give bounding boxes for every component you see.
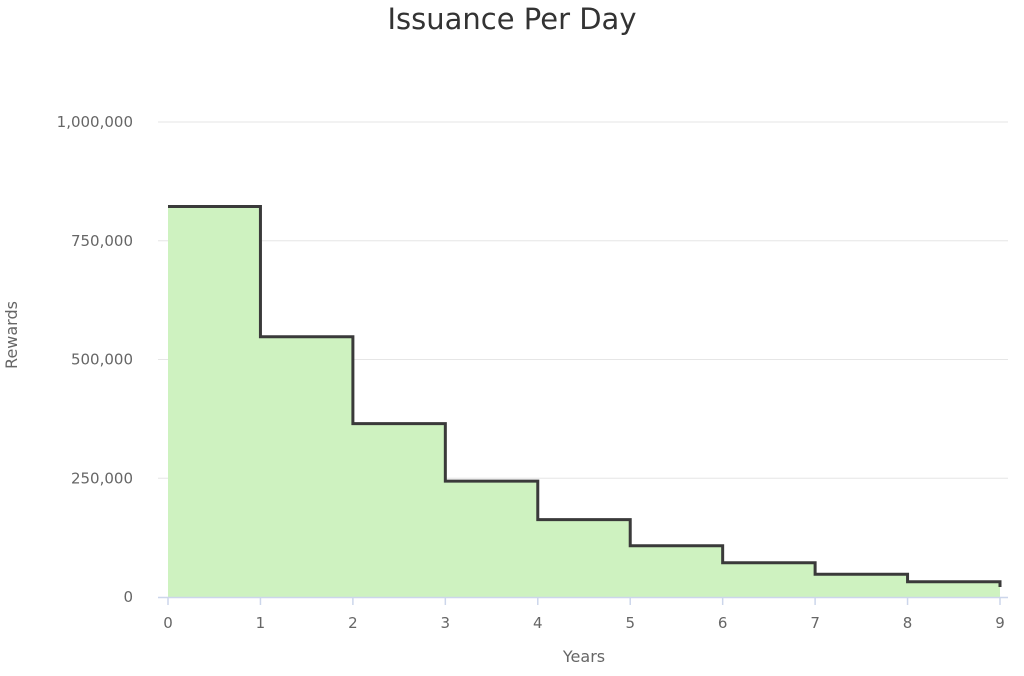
chart-title: Issuance Per Day bbox=[387, 2, 637, 36]
x-tick-label: 9 bbox=[995, 614, 1005, 632]
x-tick-label: 6 bbox=[718, 614, 728, 632]
y-tick-label: 0 bbox=[123, 588, 133, 606]
x-tick-label: 7 bbox=[810, 614, 820, 632]
x-tick-label: 2 bbox=[348, 614, 358, 632]
x-tick-label: 3 bbox=[441, 614, 451, 632]
x-tick-label: 1 bbox=[256, 614, 266, 632]
x-tick-labels: 0 1 2 3 4 5 6 7 8 9 bbox=[163, 614, 1005, 632]
x-tick-label: 5 bbox=[625, 614, 635, 632]
x-axis-title: Years bbox=[562, 647, 605, 666]
x-tick-label: 8 bbox=[903, 614, 913, 632]
y-axis-title: Rewards bbox=[2, 301, 21, 369]
y-tick-label: 750,000 bbox=[71, 232, 133, 250]
series-area bbox=[168, 205, 1002, 598]
y-tick-labels: 0 250,000 500,000 750,000 1,000,000 bbox=[57, 113, 133, 606]
step-line bbox=[168, 205, 1002, 588]
y-tick-label: 1,000,000 bbox=[57, 113, 133, 131]
y-tick-label: 500,000 bbox=[71, 351, 133, 369]
y-tick-label: 250,000 bbox=[71, 469, 133, 487]
area-fill bbox=[168, 206, 1000, 598]
x-tick-label: 4 bbox=[533, 614, 543, 632]
x-tick-label: 0 bbox=[163, 614, 173, 632]
axes bbox=[158, 596, 1008, 605]
